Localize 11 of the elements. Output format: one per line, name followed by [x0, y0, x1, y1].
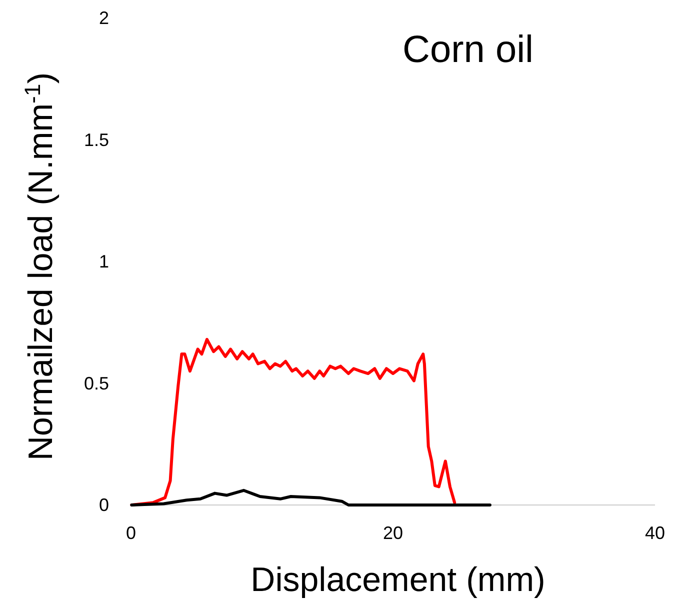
- x-tick-label: 0: [126, 523, 136, 543]
- x-tick-label: 40: [644, 523, 666, 543]
- chart-title: Corn oil: [402, 29, 534, 71]
- x-tick-label: 20: [382, 523, 404, 543]
- y-tick-label: 2: [98, 8, 109, 28]
- y-tick-label: 0: [98, 495, 109, 515]
- y-tick-label: 1.5: [84, 130, 109, 150]
- y-tick-label: 1: [98, 252, 109, 272]
- y-tick-label: 0.5: [84, 373, 109, 394]
- x-axis-title: Displacement (mm): [250, 561, 546, 599]
- line-series: [130, 488, 492, 506]
